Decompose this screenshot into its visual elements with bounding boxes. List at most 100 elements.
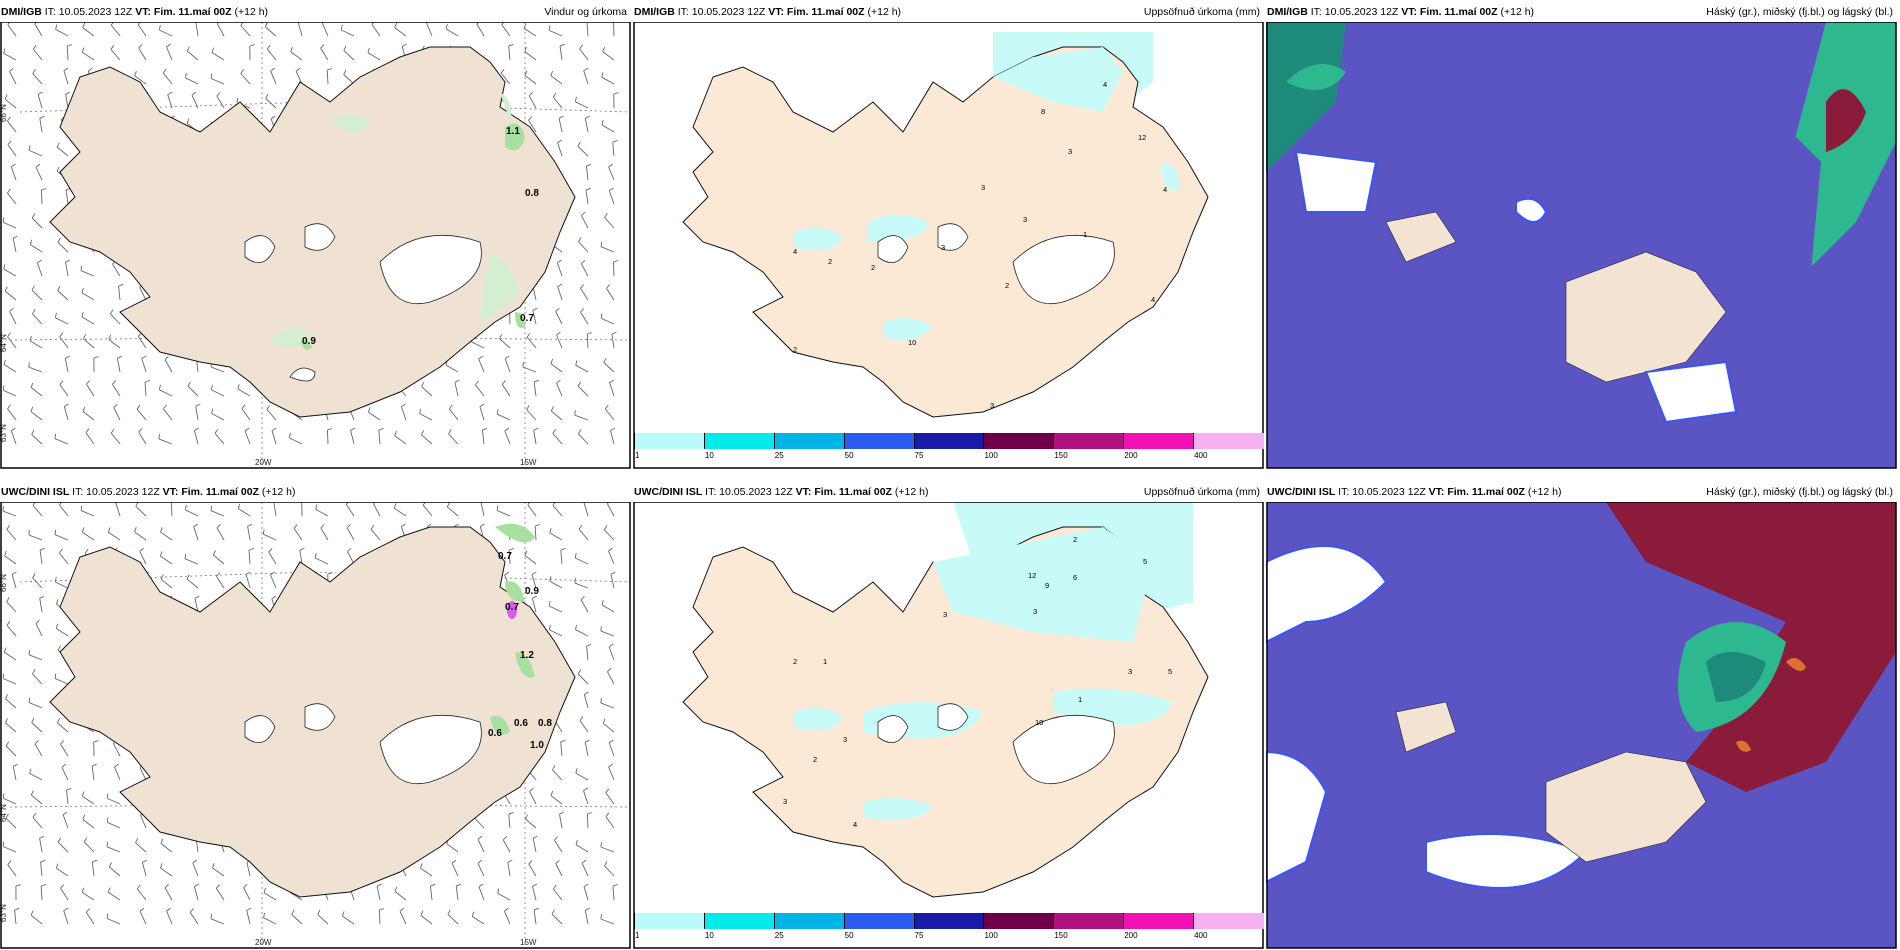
wind-barb	[317, 914, 329, 925]
colorbar-tick-label: 200	[1124, 931, 1138, 940]
colorbar-tick-label: 150	[1054, 931, 1068, 940]
wind-barb-feather	[7, 332, 11, 338]
wind-barb-feather	[600, 842, 602, 848]
wind-barb-feather	[167, 91, 173, 96]
wind-barb	[549, 532, 563, 541]
wind-barb	[606, 503, 615, 517]
svg-text:4: 4	[1163, 185, 1167, 194]
wind-barb	[81, 316, 95, 325]
wind-barb	[82, 411, 95, 421]
svg-text:2: 2	[1005, 281, 1009, 290]
wind-barb	[163, 408, 173, 421]
svg-text:0.7: 0.7	[498, 551, 512, 562]
colorbar-swatch	[983, 913, 1055, 929]
wind-barb	[62, 814, 69, 829]
wind-barb-feather	[580, 596, 585, 601]
svg-text:0.9: 0.9	[302, 336, 316, 347]
wind-barb	[602, 722, 615, 733]
wind-barb	[584, 910, 589, 925]
wind-barb	[114, 766, 121, 781]
wind-barb-feather	[532, 883, 538, 887]
wind-barb	[135, 506, 147, 517]
wind-barb-feather	[3, 48, 6, 54]
wind-barb-feather	[7, 140, 12, 145]
wind-barb-feather	[248, 547, 254, 551]
svg-text:3: 3	[981, 183, 985, 192]
wind-barb-feather	[550, 790, 554, 796]
wind-barb	[86, 383, 95, 397]
wind-barb-feather	[612, 883, 618, 887]
wind-barb	[7, 336, 17, 349]
wind-barb-feather	[54, 312, 57, 318]
svg-text:0.8: 0.8	[525, 188, 539, 199]
wind-barb-feather	[110, 45, 115, 50]
wind-barb	[422, 504, 433, 517]
wind-barb-feather	[373, 502, 376, 505]
wind-barb	[604, 217, 615, 229]
wind-barb	[237, 508, 251, 517]
wind-barb	[575, 772, 589, 781]
wind-barb-feather	[528, 860, 533, 865]
wind-barb-feather	[419, 863, 423, 869]
wind-barb-feather	[578, 524, 583, 530]
wind-barb	[107, 797, 121, 805]
wind-barb-feather	[4, 718, 8, 724]
wind-barb-feather	[6, 525, 10, 530]
wind-barb	[118, 286, 121, 301]
wind-barb	[551, 410, 563, 421]
wind-barb	[136, 888, 147, 901]
wind-barb-feather	[600, 241, 603, 247]
colorbar-swatch	[843, 913, 915, 929]
wind-barb-feather	[581, 211, 586, 216]
wind-barb-feather	[31, 717, 35, 723]
svg-text:3: 3	[943, 610, 947, 619]
svg-text:4: 4	[1103, 80, 1107, 89]
wind-barb-feather	[240, 69, 244, 74]
wind-barb	[7, 120, 17, 133]
wind-barb	[31, 722, 43, 733]
wind-barb-feather	[61, 763, 66, 768]
wind-barb-feather	[557, 139, 563, 144]
wind-barb	[297, 22, 303, 37]
wind-barb	[65, 94, 69, 109]
wind-barb	[289, 437, 303, 445]
wind-barb-feather	[524, 46, 528, 52]
wind-barb	[57, 241, 69, 253]
wind-barb	[210, 918, 225, 925]
wind-barb-feather	[608, 163, 613, 168]
wind-barb-feather	[578, 237, 582, 242]
wind-barb	[12, 238, 17, 253]
svg-text:0.8: 0.8	[538, 718, 552, 729]
wind-barb-feather	[577, 381, 581, 387]
wind-barb	[83, 338, 95, 349]
wind-barb-feather	[110, 309, 114, 315]
wind-barb-feather	[3, 647, 7, 653]
wind-barb	[549, 580, 563, 589]
wind-barb	[507, 862, 511, 877]
wind-barb	[11, 574, 17, 589]
wind-barb-feather	[39, 547, 45, 551]
svg-text:0.7: 0.7	[505, 602, 519, 613]
wind-barb	[136, 408, 147, 421]
colorbar-tick-label: 75	[914, 931, 924, 940]
wind-barb	[31, 434, 43, 445]
wind-barb-feather	[6, 597, 10, 602]
wind-barb-feather	[92, 859, 98, 863]
wind-barb	[578, 528, 589, 541]
wind-barb	[140, 814, 147, 829]
wind-barb-feather	[295, 67, 301, 72]
wind-barb-feather	[28, 697, 31, 703]
wind-barb-feather	[32, 69, 36, 74]
wind-barb	[80, 510, 95, 517]
svg-text:12: 12	[1028, 571, 1036, 580]
wind-barb	[600, 630, 615, 637]
wind-barb	[290, 51, 303, 61]
wind-barb-feather	[580, 308, 585, 313]
wind-barb	[139, 287, 147, 301]
wind-barb	[107, 821, 121, 829]
wind-barb	[186, 50, 199, 61]
wind-barb	[106, 846, 121, 853]
wind-barb	[65, 262, 69, 277]
wind-barb-feather	[265, 93, 269, 99]
wind-barb	[315, 557, 329, 565]
